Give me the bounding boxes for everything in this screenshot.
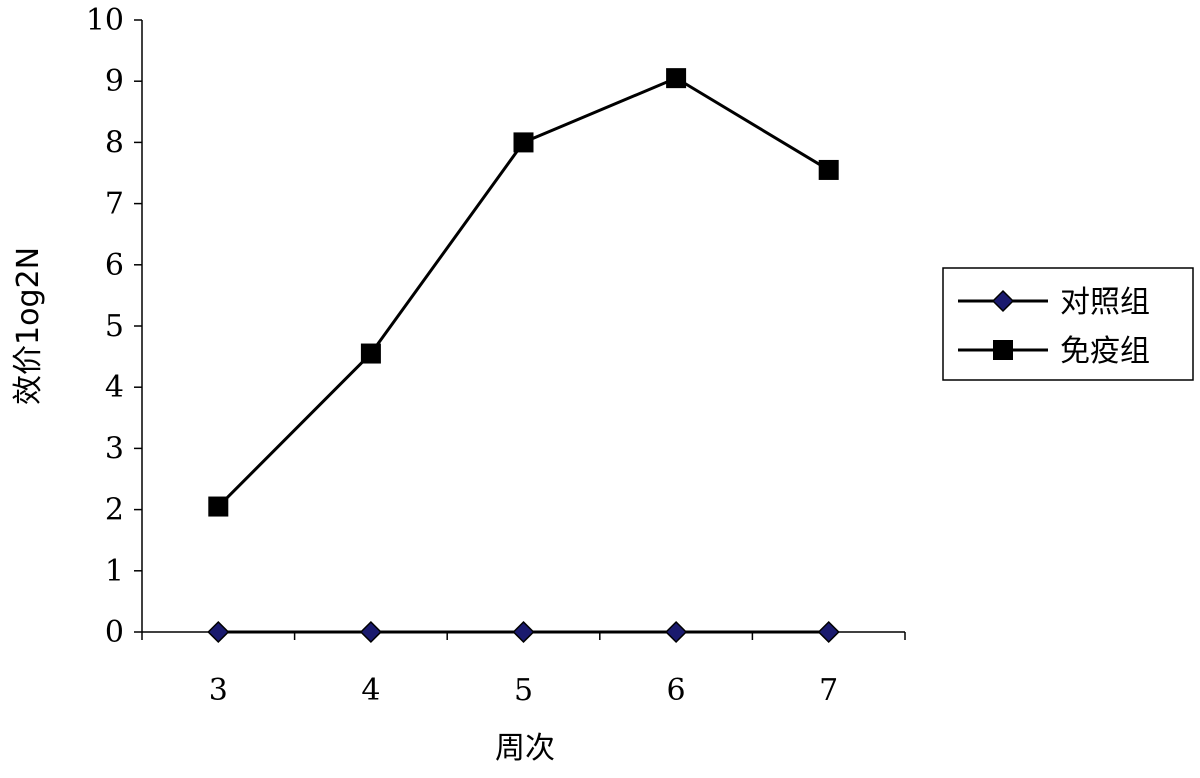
series-1 [208, 68, 839, 517]
y-tick-label: 0 [105, 615, 124, 650]
y-tick-label: 7 [105, 187, 124, 222]
legend-marker-immune [993, 340, 1013, 360]
legend: 对照组 免疫组 [942, 267, 1194, 381]
data-point [818, 159, 839, 180]
x-axis-title: 周次 [495, 731, 555, 766]
y-axis-title: 效价1og2N [11, 247, 46, 405]
y-tick-label: 10 [86, 3, 124, 38]
data-point [666, 68, 687, 89]
data-point [665, 620, 688, 644]
x-tick-label: 3 [209, 673, 228, 708]
data-point [360, 343, 381, 364]
data-point [208, 496, 229, 517]
y-tick-label: 2 [105, 493, 124, 528]
y-tick-label: 8 [105, 125, 124, 160]
data-point [817, 620, 840, 644]
y-tick-label: 5 [105, 309, 124, 344]
legend-box [942, 267, 1194, 381]
data-point [359, 620, 382, 644]
y-tick-label: 9 [105, 64, 124, 99]
x-axis: 3 4 5 6 7 [141, 631, 906, 708]
legend-label-immune: 免疫组 [1060, 334, 1150, 369]
legend-marker-control [991, 289, 1015, 313]
x-tick-label: 6 [667, 673, 686, 708]
series-0 [207, 620, 840, 644]
y-axis: 0 1 2 3 4 5 6 7 8 9 10 [86, 3, 143, 650]
y-tick-label: 1 [105, 554, 124, 589]
series-layer [207, 68, 840, 644]
legend-label-control: 对照组 [1060, 285, 1150, 320]
y-tick-label: 6 [105, 248, 124, 283]
x-tick-label: 4 [361, 673, 380, 708]
y-tick-label: 4 [105, 370, 124, 405]
y-tick-label: 3 [105, 431, 124, 466]
data-point [512, 620, 535, 644]
x-tick-label: 7 [819, 673, 838, 708]
data-point [207, 620, 230, 644]
x-tick-label: 5 [514, 673, 533, 708]
data-point [513, 132, 534, 153]
